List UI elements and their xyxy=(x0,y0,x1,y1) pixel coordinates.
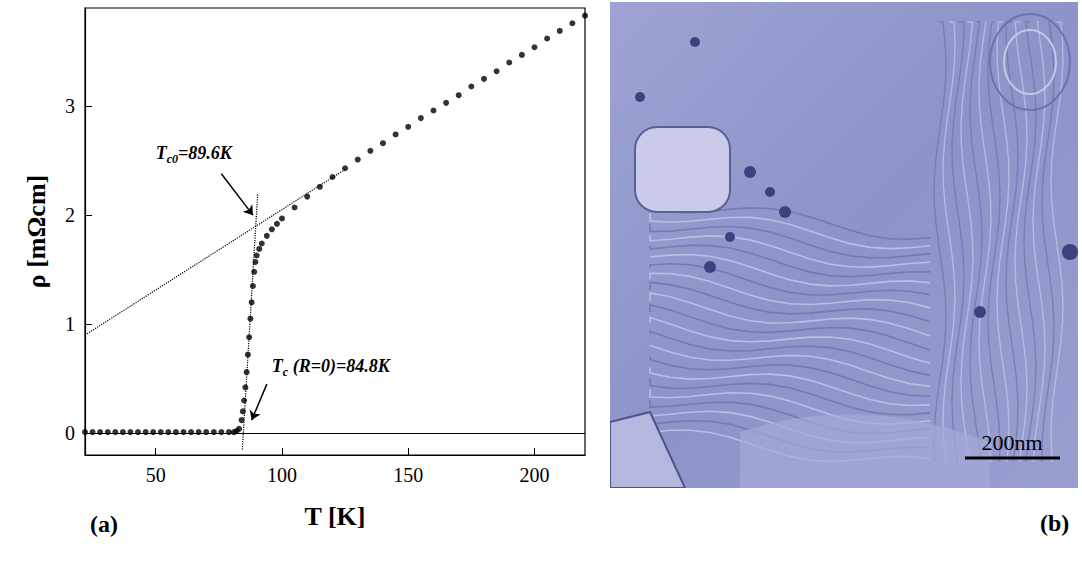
html-text:Tc: Tc xyxy=(271,355,289,379)
svg-text:3: 3 xyxy=(65,95,75,117)
svg-text:100: 100 xyxy=(267,464,297,486)
svg-text:1: 1 xyxy=(65,313,75,335)
svg-text:150: 150 xyxy=(393,464,423,486)
svg-text:(a): (a) xyxy=(90,511,118,537)
svg-text:(R=0)=84.8K: (R=0)=84.8K xyxy=(288,356,392,377)
svg-text:ρ [mΩcm]: ρ [mΩcm] xyxy=(22,175,51,288)
svg-text:2: 2 xyxy=(65,204,75,226)
svg-text:200nm: 200nm xyxy=(981,430,1042,455)
svg-text:T: T xyxy=(155,143,167,163)
svg-text:200: 200 xyxy=(519,464,549,486)
svg-text:0: 0 xyxy=(65,422,75,444)
svg-text:=89.6K: =89.6K xyxy=(178,143,234,163)
svg-text:50: 50 xyxy=(146,464,166,486)
svg-text:T [K]: T [K] xyxy=(305,502,366,531)
svg-text:c0: c0 xyxy=(167,152,178,166)
html-text:(b): (b) xyxy=(1040,510,1070,536)
